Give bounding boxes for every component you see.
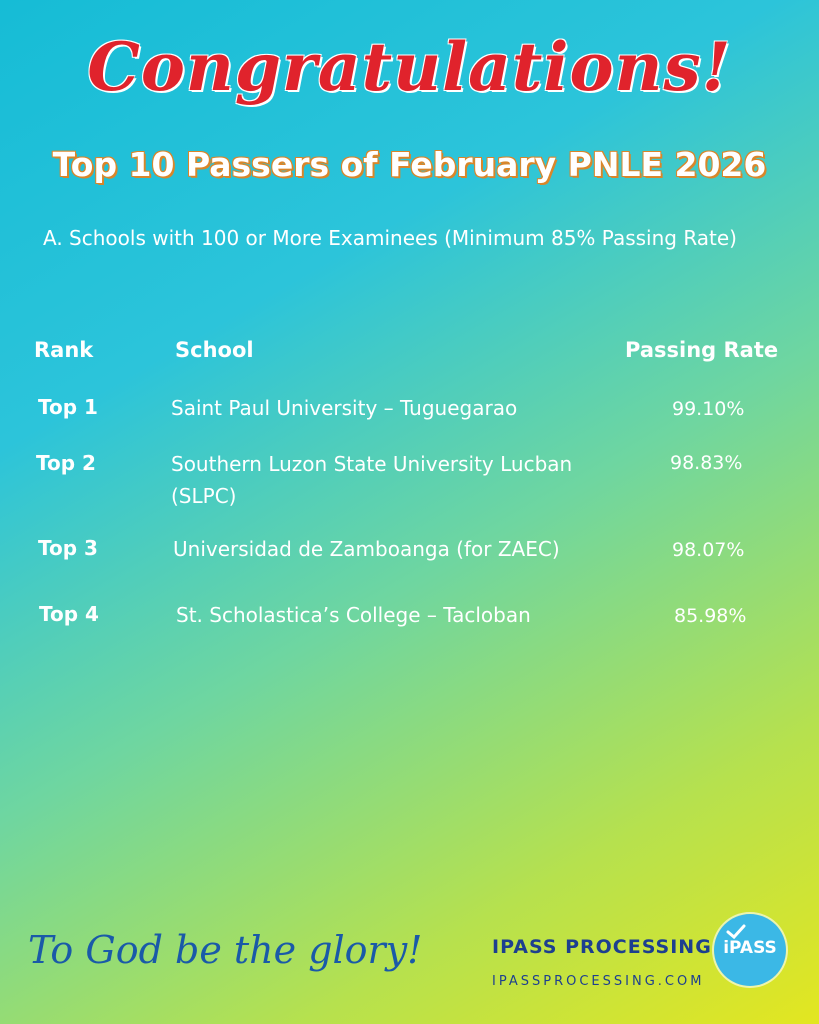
- rank-cell: Top 4: [39, 602, 99, 626]
- congratulations-title: Congratulations!: [87, 28, 732, 106]
- column-header-school: School: [175, 338, 254, 362]
- ipass-logo: iPASS: [714, 914, 786, 986]
- subtitle: A. Schools with 100 or More Examinees (M…: [43, 226, 737, 250]
- brand-url: IPASSPROCESSING.COM: [492, 974, 705, 989]
- school-cell: Universidad de Zamboanga (for ZAEC): [173, 537, 560, 561]
- column-header-rank: Rank: [34, 338, 94, 362]
- school-cell: Southern Luzon State University Lucban (…: [171, 452, 573, 508]
- brand-name: IPASS PROCESSING: [492, 936, 712, 958]
- headline: Top 10 Passers of February PNLE 2026: [52, 145, 767, 184]
- school-cell: St. Scholastica’s College – Tacloban: [176, 603, 531, 627]
- rate-cell: 98.07%: [672, 539, 745, 561]
- rate-cell: 99.10%: [672, 398, 745, 420]
- rank-cell: Top 2: [36, 451, 96, 475]
- checkmark-icon: [726, 924, 746, 940]
- rank-cell: Top 3: [38, 536, 98, 560]
- rate-cell: 98.83%: [670, 452, 743, 474]
- logo-text: iPASS: [723, 938, 777, 958]
- tagline: To God be the glory!: [28, 928, 423, 972]
- school-cell: Saint Paul University – Tuguegarao: [171, 396, 518, 420]
- column-header-passing-rate: Passing Rate: [625, 338, 779, 362]
- rate-cell: 85.98%: [674, 605, 747, 627]
- rank-cell: Top 1: [38, 395, 98, 419]
